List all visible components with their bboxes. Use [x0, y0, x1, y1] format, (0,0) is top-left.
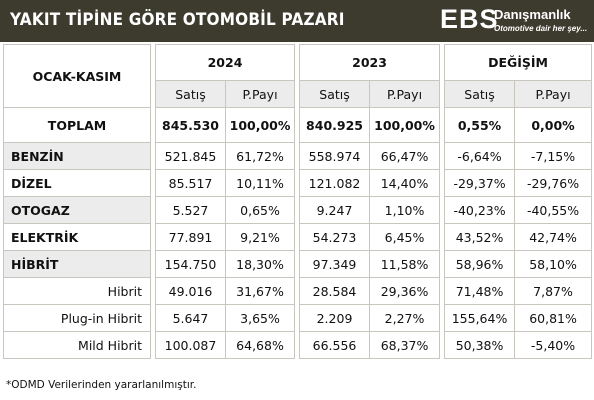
cell-share-change: 60,81%	[514, 304, 593, 332]
col-sales-2024: Satış	[155, 80, 226, 108]
cell-sales-2023: 54.273	[299, 223, 371, 251]
cell-share-change: 42,74%	[514, 223, 593, 251]
table-row-elektrik: ELEKTRİK 77.891 9,21% 54.273 6,45% 43,52…	[3, 223, 593, 251]
cell-share-2023: 29,36%	[369, 277, 441, 305]
cell-sales-2024: 77.891	[155, 223, 226, 251]
cell-sales-change: -29,37%	[444, 169, 516, 197]
cell-share-2024: 31,67%	[224, 277, 296, 305]
cell-share-change: 0,00%	[514, 107, 593, 143]
cell-sales-change: -6,64%	[444, 142, 516, 170]
cell-sales-change: 71,48%	[444, 277, 516, 305]
cell-share-change: 58,10%	[514, 250, 593, 278]
table-row-benzin: BENZİN 521.845 61,72% 558.974 66,47% -6,…	[3, 142, 593, 170]
fuel-type-table: OCAK-KASIM 2024 2023 DEĞİŞİM Satış P.Pay…	[3, 44, 593, 359]
change-header: DEĞİŞİM	[444, 44, 593, 81]
header-bar: YAKIT TİPİNE GÖRE OTOMOBİL PAZARI EBS Da…	[0, 0, 594, 42]
period-label: OCAK-KASIM	[3, 44, 151, 108]
cell-share-2024: 61,72%	[224, 142, 296, 170]
cell-sales-2023: 97.349	[299, 250, 371, 278]
cell-share-2023: 2,27%	[369, 304, 441, 332]
cell-share-2023: 68,37%	[369, 331, 441, 359]
cell-sales-change: -40,23%	[444, 196, 516, 224]
row-label: TOPLAM	[3, 107, 151, 143]
cell-share-change: -7,15%	[514, 142, 593, 170]
table-row-hibrit: Hibrit 49.016 31,67% 28.584 29,36% 71,48…	[3, 277, 593, 305]
table-row-total: TOPLAM 845.530 100,00% 840.925 100,00% 0…	[3, 107, 593, 143]
cell-sales-2024: 521.845	[155, 142, 226, 170]
year-2023-header: 2023	[299, 44, 441, 81]
cell-share-2023: 14,40%	[369, 169, 441, 197]
logo-mark: EBS	[440, 4, 499, 34]
year-2024-header: 2024	[154, 44, 296, 81]
col-share-2023: P.Payı	[369, 80, 441, 108]
row-label: Hibrit	[3, 277, 151, 305]
logo-name: Danışmanlık	[494, 7, 571, 22]
cell-share-2024: 18,30%	[224, 250, 296, 278]
table-row-otogaz: OTOGAZ 5.527 0,65% 9.247 1,10% -40,23% -…	[3, 196, 593, 224]
table-row-hibrit-total: HİBRİT 154.750 18,30% 97.349 11,58% 58,9…	[3, 250, 593, 278]
cell-share-2024: 9,21%	[224, 223, 296, 251]
cell-sales-2024: 5.527	[155, 196, 226, 224]
cell-share-2023: 66,47%	[369, 142, 441, 170]
cell-share-2024: 0,65%	[224, 196, 296, 224]
row-label: BENZİN	[3, 142, 151, 170]
col-sales-2023: Satış	[299, 80, 371, 108]
table-row-mild-hibrit: Mild Hibrit 100.087 64,68% 66.556 68,37%…	[3, 331, 593, 359]
col-share-change: P.Payı	[514, 80, 593, 108]
row-label: HİBRİT	[3, 250, 151, 278]
cell-sales-2023: 840.925	[299, 107, 371, 143]
row-label: Plug-in Hibrit	[3, 304, 151, 332]
table-row-plugin-hibrit: Plug-in Hibrit 5.647 3,65% 2.209 2,27% 1…	[3, 304, 593, 332]
cell-sales-2023: 9.247	[299, 196, 371, 224]
cell-sales-2024: 85.517	[155, 169, 226, 197]
row-label: DİZEL	[3, 169, 151, 197]
cell-share-change: -29,76%	[514, 169, 593, 197]
row-label: OTOGAZ	[3, 196, 151, 224]
cell-sales-2023: 28.584	[299, 277, 371, 305]
cell-sales-change: 43,52%	[444, 223, 516, 251]
row-label: ELEKTRİK	[3, 223, 151, 251]
ebs-logo: EBS Danışmanlık Otomotive dair her şey..…	[440, 4, 590, 38]
cell-sales-2024: 49.016	[155, 277, 226, 305]
cell-sales-2023: 121.082	[299, 169, 371, 197]
cell-share-2024: 100,00%	[224, 107, 296, 143]
cell-share-2023: 100,00%	[369, 107, 441, 143]
cell-sales-2024: 154.750	[155, 250, 226, 278]
cell-sales-2024: 5.647	[155, 304, 226, 332]
cell-share-2024: 10,11%	[224, 169, 296, 197]
cell-share-change: -40,55%	[514, 196, 593, 224]
source-footnote: *ODMD Verilerinden yararlanılmıştır.	[6, 379, 197, 391]
cell-share-2024: 64,68%	[224, 331, 296, 359]
cell-sales-change: 58,96%	[444, 250, 516, 278]
page-title: YAKIT TİPİNE GÖRE OTOMOBİL PAZARI	[10, 10, 345, 30]
cell-sales-2024: 100.087	[155, 331, 226, 359]
cell-sales-2023: 558.974	[299, 142, 371, 170]
cell-sales-change: 0,55%	[444, 107, 516, 143]
cell-sales-change: 155,64%	[444, 304, 516, 332]
logo-tagline: Otomotive dair her şey...	[494, 24, 588, 33]
cell-sales-2024: 845.530	[155, 107, 226, 143]
cell-share-2024: 3,65%	[224, 304, 296, 332]
cell-sales-2023: 66.556	[299, 331, 371, 359]
cell-sales-2023: 2.209	[299, 304, 371, 332]
col-share-2024: P.Payı	[224, 80, 296, 108]
cell-share-change: 7,87%	[514, 277, 593, 305]
col-sales-change: Satış	[444, 80, 516, 108]
cell-share-2023: 1,10%	[369, 196, 441, 224]
table-row-dizel: DİZEL 85.517 10,11% 121.082 14,40% -29,3…	[3, 169, 593, 197]
cell-share-change: -5,40%	[514, 331, 593, 359]
row-label: Mild Hibrit	[3, 331, 151, 359]
cell-sales-change: 50,38%	[444, 331, 516, 359]
cell-share-2023: 6,45%	[369, 223, 441, 251]
cell-share-2023: 11,58%	[369, 250, 441, 278]
